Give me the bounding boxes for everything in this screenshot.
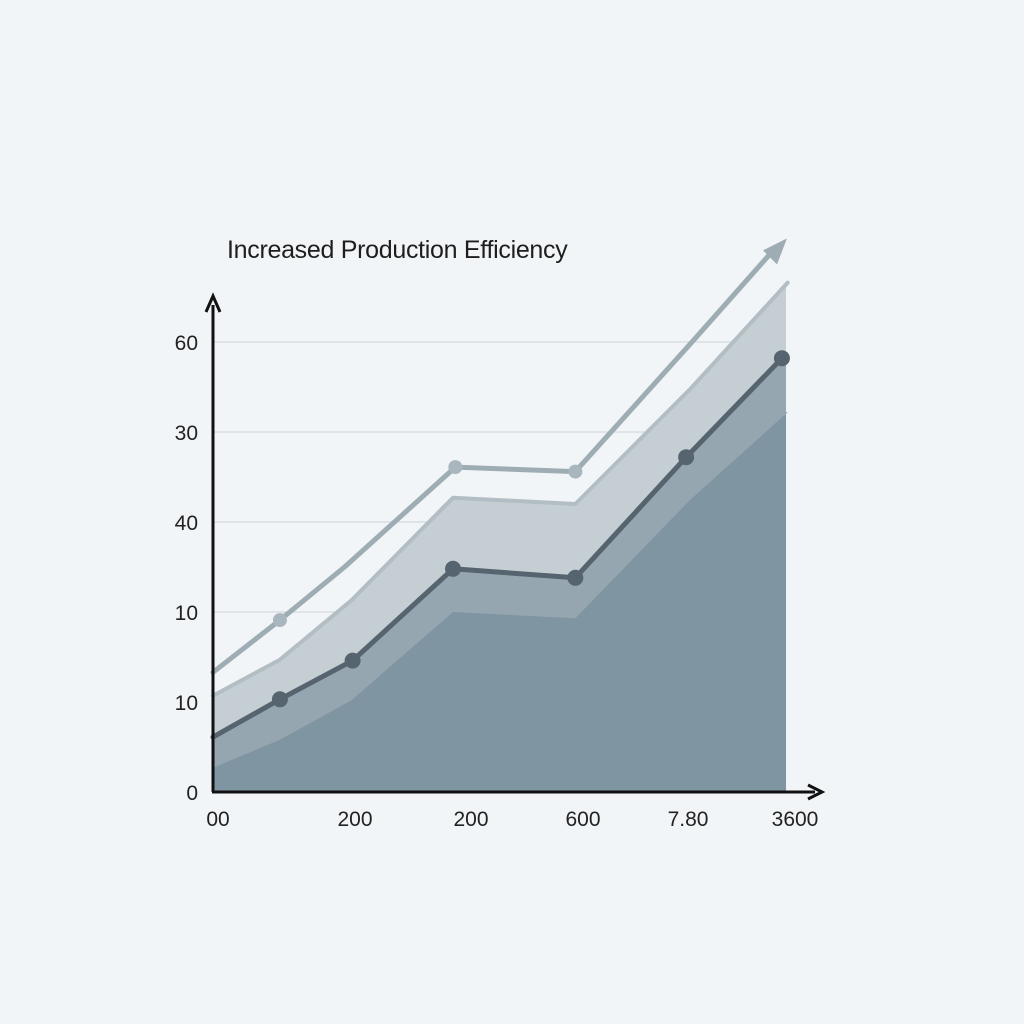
main-marker xyxy=(445,560,462,577)
trend-marker xyxy=(272,613,287,628)
main-marker xyxy=(678,449,695,466)
y-tick-label: 10 xyxy=(175,692,198,715)
main-marker xyxy=(773,350,790,367)
x-tick-label: 600 xyxy=(565,808,600,831)
y-tick-label: 0 xyxy=(186,782,198,805)
y-tick-label: 10 xyxy=(175,602,198,625)
x-tick-label: 00 xyxy=(206,808,229,831)
main-marker xyxy=(567,569,584,586)
chart-title: Increased Production Efficiency xyxy=(227,236,568,264)
trend-marker xyxy=(448,460,463,475)
trend-arrow-icon xyxy=(762,238,787,265)
light-area-edge xyxy=(211,280,790,698)
main-marker xyxy=(344,652,361,669)
main-marker xyxy=(271,691,288,708)
dark-area xyxy=(213,412,788,792)
trend-marker xyxy=(568,464,583,479)
x-tick-label: 200 xyxy=(453,808,488,831)
x-axis-arrow-icon xyxy=(807,783,826,801)
y-tick-label: 40 xyxy=(175,512,198,535)
x-tick-label: 7.80 xyxy=(668,808,709,831)
y-tick-label: 60 xyxy=(175,332,198,355)
y-axis-arrow-icon xyxy=(204,292,222,313)
x-tick-label: 3600 xyxy=(772,808,819,831)
x-tick-label: 200 xyxy=(337,808,372,831)
y-tick-label: 30 xyxy=(175,422,198,445)
